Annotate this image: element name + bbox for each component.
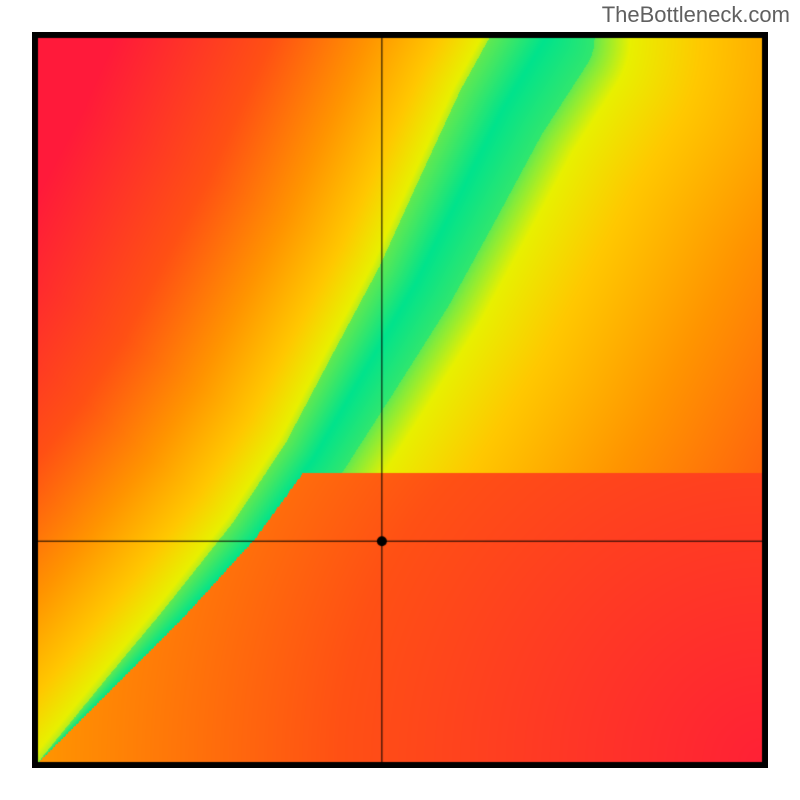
chart-container: TheBottleneck.com — [0, 0, 800, 800]
watermark-text: TheBottleneck.com — [602, 2, 790, 28]
heatmap-canvas — [32, 32, 768, 768]
